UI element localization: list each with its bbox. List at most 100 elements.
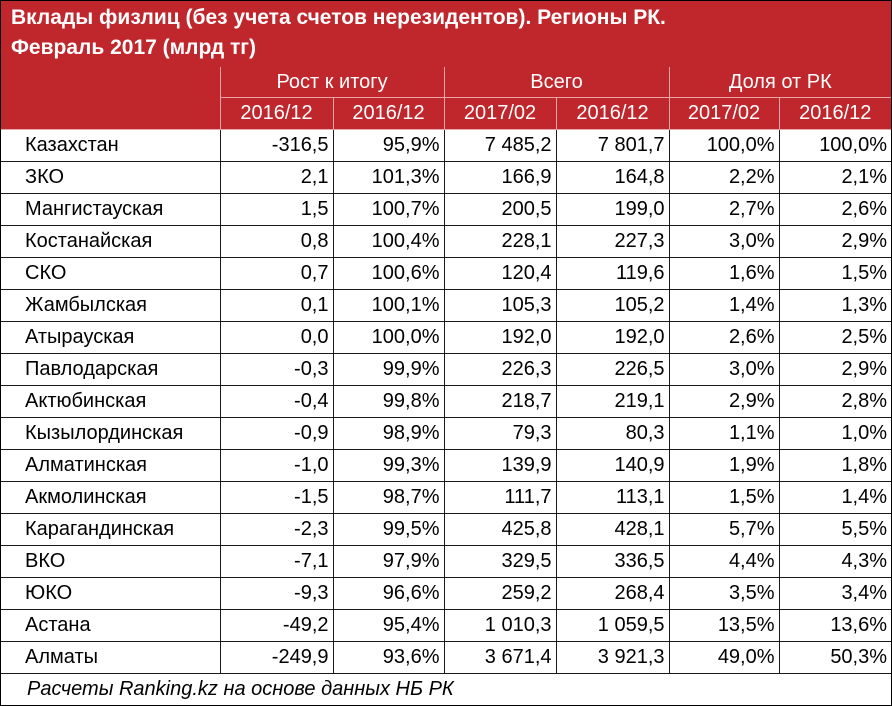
region-name-cell: Мангистауская — [1, 193, 221, 226]
value-cell: 200,5 — [443, 193, 557, 226]
value-cell: 1 059,5 — [555, 609, 670, 642]
value-cell: 228,1 — [443, 225, 557, 258]
region-name-cell: Казахстан — [1, 129, 221, 162]
value-cell: 1,3% — [778, 289, 891, 322]
value-cell: 139,9 — [443, 449, 557, 482]
header-group-share: Доля от РК — [668, 67, 891, 98]
table-row: ВКО -7,1 97,9% 329,5 336,5 4,4% 4,3% — [1, 545, 891, 578]
value-cell: 1,8% — [778, 449, 891, 482]
region-name-cell: Алматинская — [1, 449, 221, 482]
value-cell: 2,9% — [778, 225, 891, 258]
value-cell: 1 010,3 — [443, 609, 557, 642]
value-cell: 2,9% — [668, 385, 780, 418]
value-cell: 0,0 — [219, 321, 334, 354]
value-cell: -316,5 — [219, 129, 334, 162]
table-row: Алматы -249,9 93,6% 3 671,4 3 921,3 49,0% 50,3… — [1, 641, 891, 674]
title-line-2: Февраль 2017 (млрд тг) — [11, 36, 257, 59]
value-cell: 0,8 — [219, 225, 334, 258]
table-row: Карагандинская -2,3 99,5% 425,8 428,1 5,7% 5,5… — [1, 513, 891, 546]
value-cell: 100,7% — [332, 193, 445, 226]
value-cell: 1,4% — [778, 481, 891, 514]
value-cell: 3 671,4 — [443, 641, 557, 674]
table-row: Мангистауская 1,5 100,7% 200,5 199,0 2,7% 2,6% — [1, 193, 891, 226]
header-period: 2017/02 — [443, 97, 557, 130]
table-row: Казахстан -316,5 95,9% 7 485,2 7 801,7 100,0%… — [1, 129, 891, 162]
value-cell: 336,5 — [555, 545, 670, 578]
value-cell: 2,1% — [778, 161, 891, 194]
value-cell: 2,2% — [668, 161, 780, 194]
value-cell: 2,5% — [778, 321, 891, 354]
value-cell: 99,3% — [332, 449, 445, 482]
header-group-growth: Рост к итогу — [219, 67, 445, 98]
value-cell: -7,1 — [219, 545, 334, 578]
value-cell: -0,3 — [219, 353, 334, 386]
value-cell: -249,9 — [219, 641, 334, 674]
table-row: Атырауская 0,0 100,0% 192,0 192,0 2,6% 2,5% — [1, 321, 891, 354]
table-body: Казахстан -316,5 95,9% 7 485,2 7 801,7 100,0%… — [1, 129, 891, 674]
value-cell: 99,5% — [332, 513, 445, 546]
region-name-cell: ЮКО — [1, 577, 221, 610]
value-cell: 164,8 — [555, 161, 670, 194]
table-row: ЮКО -9,3 96,6% 259,2 268,4 3,5% 3,4% — [1, 577, 891, 610]
region-name-cell: ЗКО — [1, 161, 221, 194]
value-cell: 2,8% — [778, 385, 891, 418]
value-cell: 50,3% — [778, 641, 891, 674]
table-row: Костанайская 0,8 100,4% 228,1 227,3 3,0% 2,9% — [1, 225, 891, 258]
value-cell: 105,3 — [443, 289, 557, 322]
table-row: Акмолинская -1,5 98,7% 111,7 113,1 1,5% 1,4% — [1, 481, 891, 514]
value-cell: 5,7% — [668, 513, 780, 546]
region-name-cell: Костанайская — [1, 225, 221, 258]
value-cell: 218,7 — [443, 385, 557, 418]
value-cell: 259,2 — [443, 577, 557, 610]
table-row: СКО 0,7 100,6% 120,4 119,6 1,6% 1,5% — [1, 257, 891, 290]
value-cell: 226,5 — [555, 353, 670, 386]
value-cell: 7 485,2 — [443, 129, 557, 162]
value-cell: 113,1 — [555, 481, 670, 514]
source-note: Расчеты Ranking.kz на основе данных НБ Р… — [27, 678, 454, 700]
header-group-total: Всего — [443, 67, 670, 98]
header-period: 2016/12 — [219, 97, 333, 130]
region-name-cell: Павлодарская — [1, 353, 221, 386]
value-cell: -0,9 — [219, 417, 334, 450]
value-cell: 199,0 — [555, 193, 670, 226]
value-cell: 100,0% — [332, 321, 445, 354]
region-name-cell: Атырауская — [1, 321, 221, 354]
value-cell: 0,7 — [219, 257, 334, 290]
value-cell: 120,4 — [443, 257, 557, 290]
value-cell: 4,3% — [778, 545, 891, 578]
table-row: Кызылординская -0,9 98,9% 79,3 80,3 1,1% 1,0% — [1, 417, 891, 450]
value-cell: 3,4% — [778, 577, 891, 610]
table-row: Астана -49,2 95,4% 1 010,3 1 059,5 13,5% 13,6% — [1, 609, 891, 642]
header-period-row: 2016/12 2016/12 2017/02 2016/12 2017/02 … — [1, 97, 891, 130]
value-cell: 166,9 — [443, 161, 557, 194]
region-name-cell: Акмолинская — [1, 481, 221, 514]
value-cell: 101,3% — [332, 161, 445, 194]
table-row: ЗКО 2,1 101,3% 166,9 164,8 2,2% 2,1% — [1, 161, 891, 194]
table-row: Жамбылская 0,1 100,1% 105,3 105,2 1,4% 1,3% — [1, 289, 891, 322]
header-period: 2016/12 — [555, 97, 670, 130]
value-cell: -2,3 — [219, 513, 334, 546]
value-cell: 3,5% — [668, 577, 780, 610]
value-cell: 49,0% — [668, 641, 780, 674]
value-cell: 1,9% — [668, 449, 780, 482]
deposits-table: Рост к итогу Всего Доля от РК 2016/12 20… — [1, 67, 891, 674]
value-cell: 100,1% — [332, 289, 445, 322]
value-cell: 192,0 — [443, 321, 557, 354]
value-cell: 119,6 — [555, 257, 670, 290]
value-cell: 5,5% — [778, 513, 891, 546]
value-cell: 99,8% — [332, 385, 445, 418]
value-cell: 100,6% — [332, 257, 445, 290]
region-name-cell: Актюбинская — [1, 385, 221, 418]
header-period: 2017/02 — [668, 97, 780, 130]
value-cell: 79,3 — [443, 417, 557, 450]
header-period: 2016/12 — [778, 97, 891, 130]
value-cell: 7 801,7 — [555, 129, 670, 162]
value-cell: 226,3 — [443, 353, 557, 386]
value-cell: 192,0 — [555, 321, 670, 354]
value-cell: 100,0% — [668, 129, 780, 162]
value-cell: 2,6% — [778, 193, 891, 226]
table-row: Павлодарская -0,3 99,9% 226,3 226,5 3,0% 2,9% — [1, 353, 891, 386]
value-cell: 3,0% — [668, 225, 780, 258]
value-cell: 93,6% — [332, 641, 445, 674]
